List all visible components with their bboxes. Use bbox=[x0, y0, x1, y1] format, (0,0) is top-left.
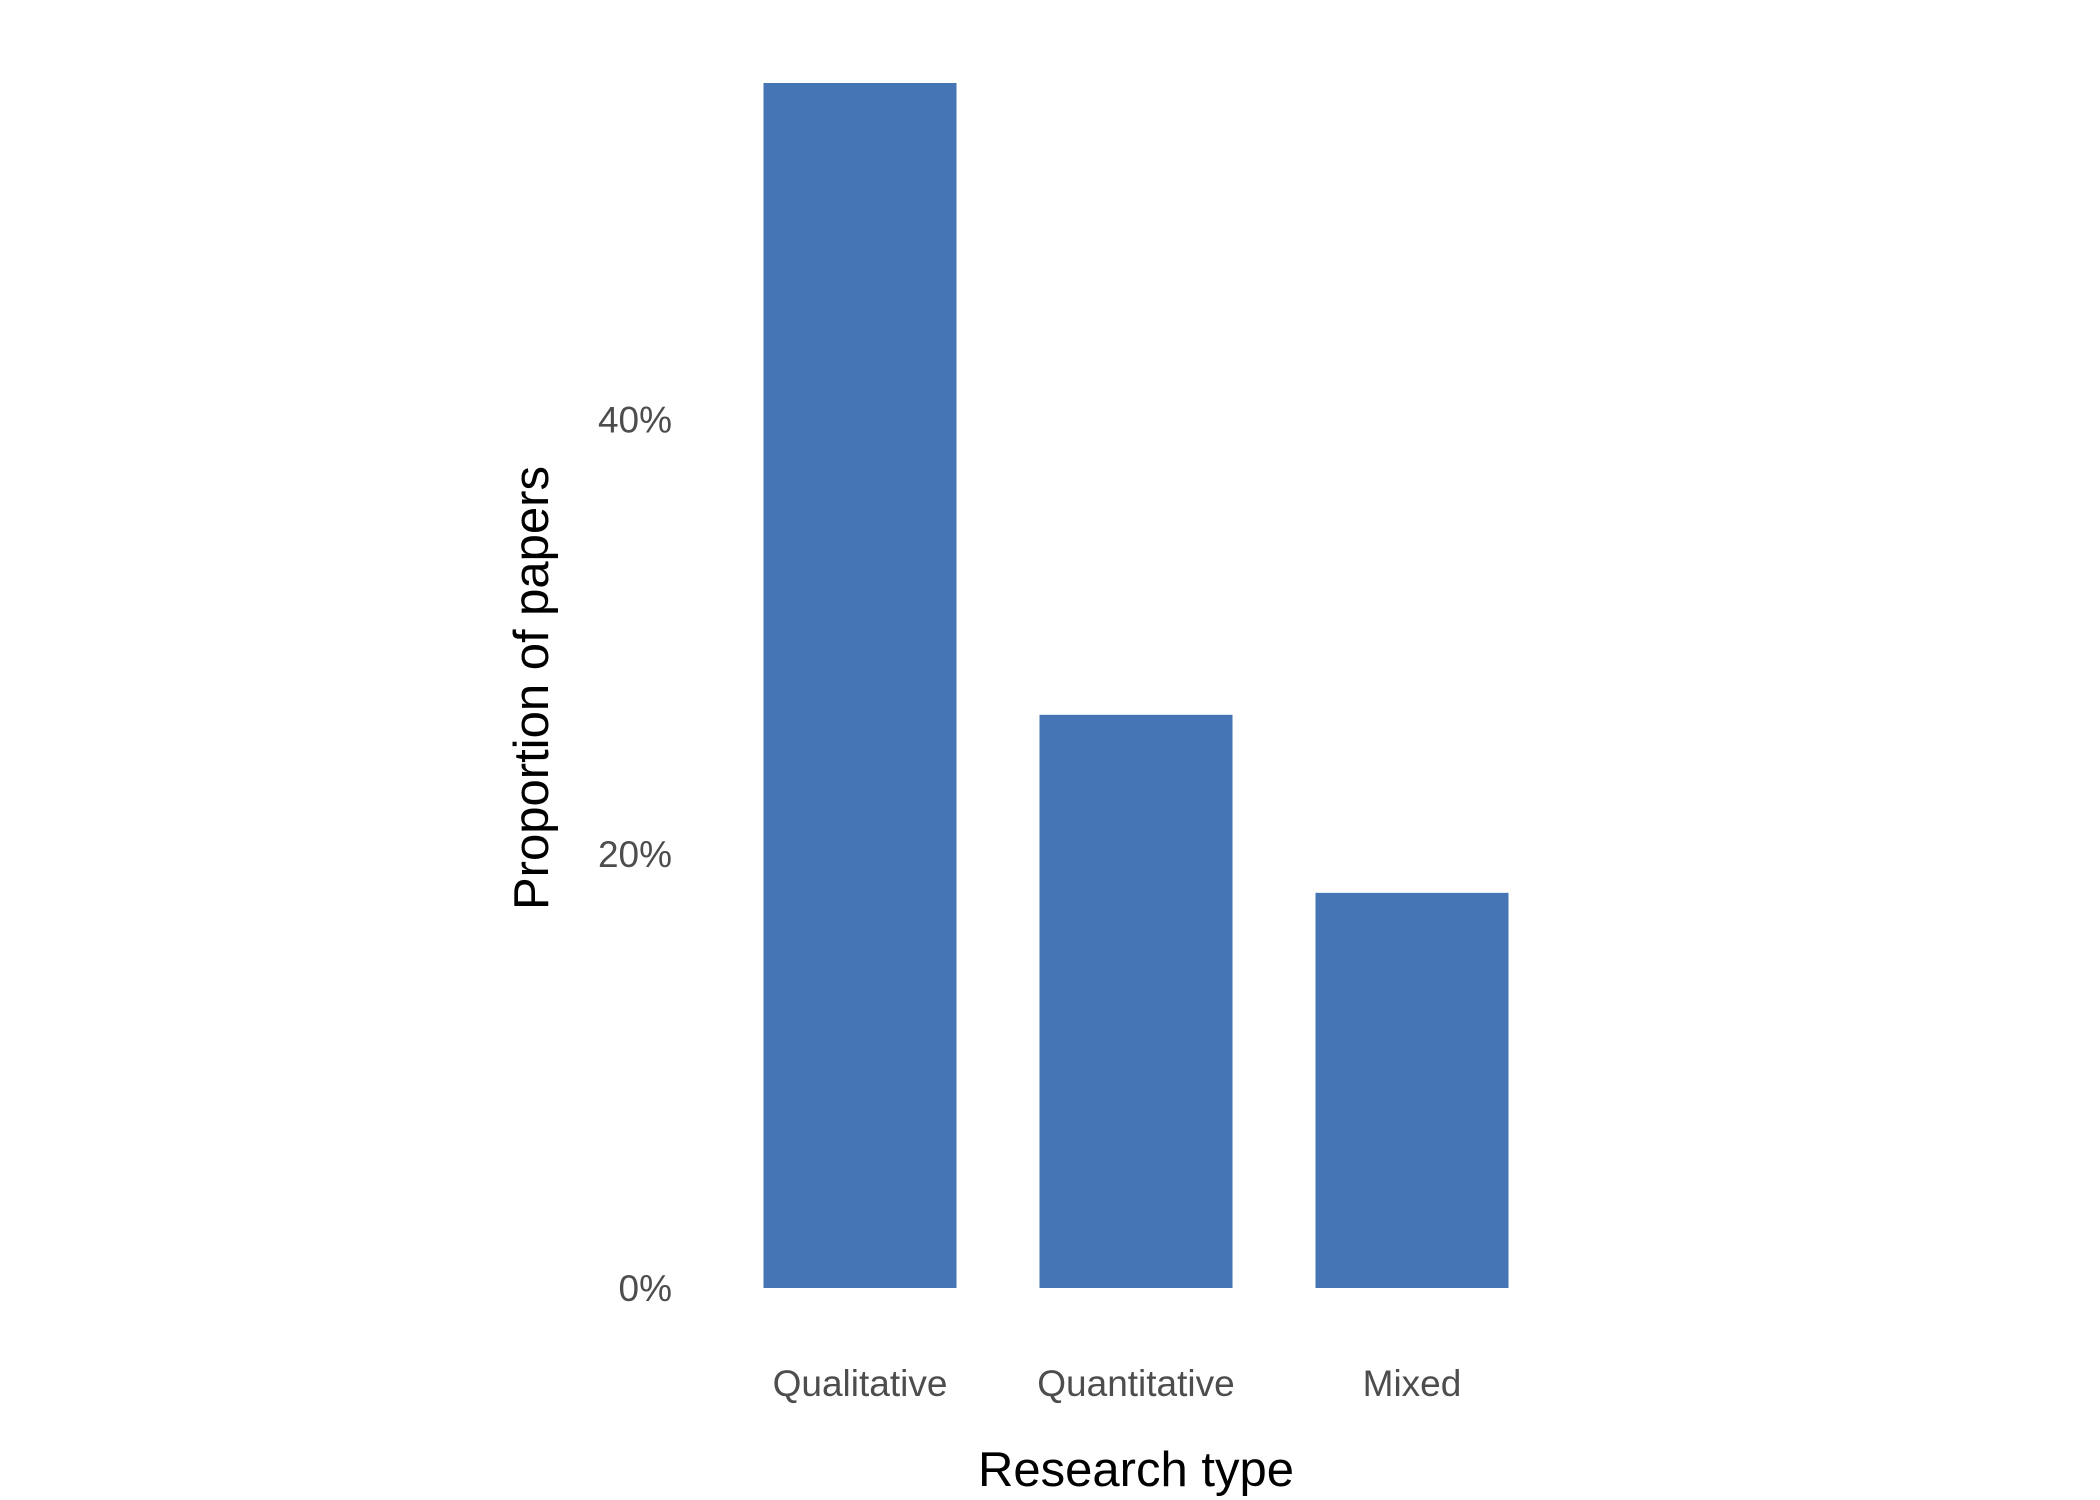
y-tick-label: 40% bbox=[598, 400, 672, 441]
y-tick-label: 20% bbox=[598, 834, 672, 875]
y-axis-tick-labels: 0% 20% 40% bbox=[598, 400, 672, 1309]
y-tick-label: 0% bbox=[619, 1268, 672, 1309]
bar-mixed bbox=[1315, 892, 1509, 1288]
x-axis-title: Research type bbox=[978, 1443, 1294, 1497]
x-tick-label-quantitative: Quantitative bbox=[1037, 1363, 1234, 1404]
bars-group bbox=[763, 83, 1509, 1288]
x-tick-label-qualitative: Qualitative bbox=[773, 1363, 948, 1404]
bar-quantitative bbox=[1039, 714, 1233, 1288]
bar-qualitative bbox=[763, 83, 957, 1288]
x-axis-tick-labels: Qualitative Quantitative Mixed bbox=[773, 1363, 1462, 1404]
y-axis-title: Proportion of papers bbox=[505, 466, 559, 910]
x-tick-label-mixed: Mixed bbox=[1363, 1363, 1462, 1404]
